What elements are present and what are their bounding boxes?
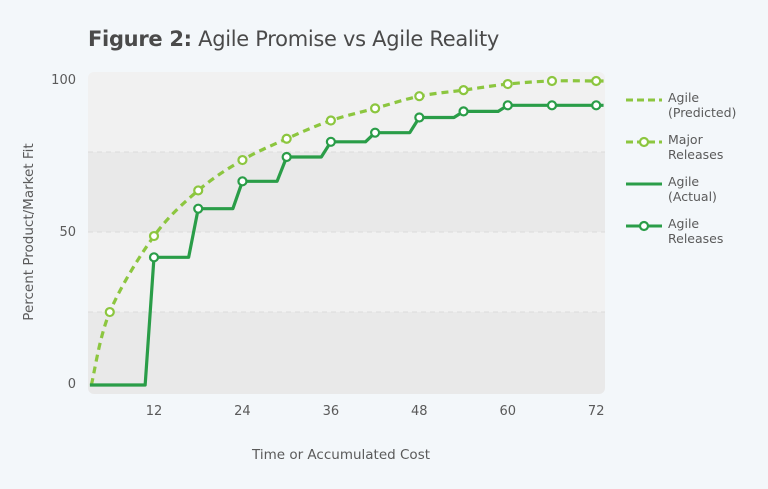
legend-label: Major: [668, 132, 703, 147]
agile-release-marker: [414, 112, 425, 123]
legend-label: (Actual): [668, 189, 717, 204]
legend-item-actual: Agile (Actual): [625, 174, 765, 216]
legend-label: Releases: [668, 231, 724, 246]
legend-item-agile-releases: Agile Releases: [625, 216, 765, 258]
legend-item-major-releases: Major Releases: [625, 132, 765, 174]
x-tick-label: 12: [146, 404, 163, 419]
x-axis-label: Time or Accumulated Cost: [251, 447, 431, 463]
major-release-marker: [458, 85, 469, 96]
major-release-marker: [148, 230, 160, 242]
y-tick-label: 100: [51, 73, 76, 88]
agile-release-marker: [591, 100, 602, 111]
legend-label: Agile: [668, 216, 700, 231]
major-release-marker: [104, 306, 115, 318]
y-tick-label: 0: [68, 377, 76, 392]
band-group: [88, 72, 605, 394]
solid-line-icon: [626, 182, 662, 186]
major-release-marker: [237, 154, 248, 166]
agile-release-marker: [370, 127, 381, 138]
solid-marker-icon: [626, 220, 662, 232]
y-tick-label: 50: [59, 225, 76, 240]
dashed-line-icon: [626, 98, 662, 102]
x-tick-label: 48: [411, 404, 428, 419]
axis-ticks: 12 24 36 48 60 72 0 50 100: [51, 73, 604, 419]
major-release-marker: [370, 103, 381, 114]
legend-label: Agile: [668, 90, 700, 105]
agile-release-marker: [237, 176, 248, 187]
series-lines: [89, 75, 604, 387]
x-tick-label: 72: [588, 404, 605, 419]
x-tick-label: 60: [499, 404, 516, 419]
plot-band: [88, 312, 605, 394]
agile-release-marker: [193, 203, 204, 214]
agile-release-marker: [458, 106, 469, 117]
legend-item-predicted: Agile (Predicted): [625, 90, 765, 132]
major-release-marker: [591, 75, 602, 87]
major-release-marker: [546, 75, 558, 87]
title-text: Agile Promise vs Agile Reality: [198, 27, 500, 51]
x-tick-label: 36: [323, 404, 340, 419]
agile-release-marker: [148, 252, 160, 263]
dashed-marker-icon: [626, 136, 662, 148]
major-release-marker: [281, 133, 292, 144]
major-release-marker: [193, 185, 204, 196]
agile-release-marker: [281, 151, 292, 163]
plot-band: [88, 152, 605, 232]
plot-band: [88, 232, 605, 312]
figure-label: Figure 2:: [88, 27, 192, 51]
major-release-marker: [325, 115, 336, 126]
plot-bands: [88, 72, 605, 394]
y-axis-label: Percent Product/Market Fit: [21, 143, 37, 321]
agile-release-marker: [502, 100, 513, 111]
x-tick-label: 24: [234, 404, 251, 419]
legend-label: Agile: [668, 174, 700, 189]
legend-label: Releases: [668, 147, 724, 162]
agile-release-marker: [546, 100, 558, 111]
plot-band: [88, 72, 605, 152]
major-release-marker: [502, 78, 513, 90]
legend-label: (Predicted): [668, 105, 737, 120]
agile-release-marker: [325, 136, 336, 147]
legend: Agile (Predicted) Major Releases Agile (Act…: [625, 90, 765, 258]
major-release-marker: [414, 91, 425, 102]
chart-title: Figure 2: Agile Promise vs Agile Reality: [88, 27, 499, 51]
